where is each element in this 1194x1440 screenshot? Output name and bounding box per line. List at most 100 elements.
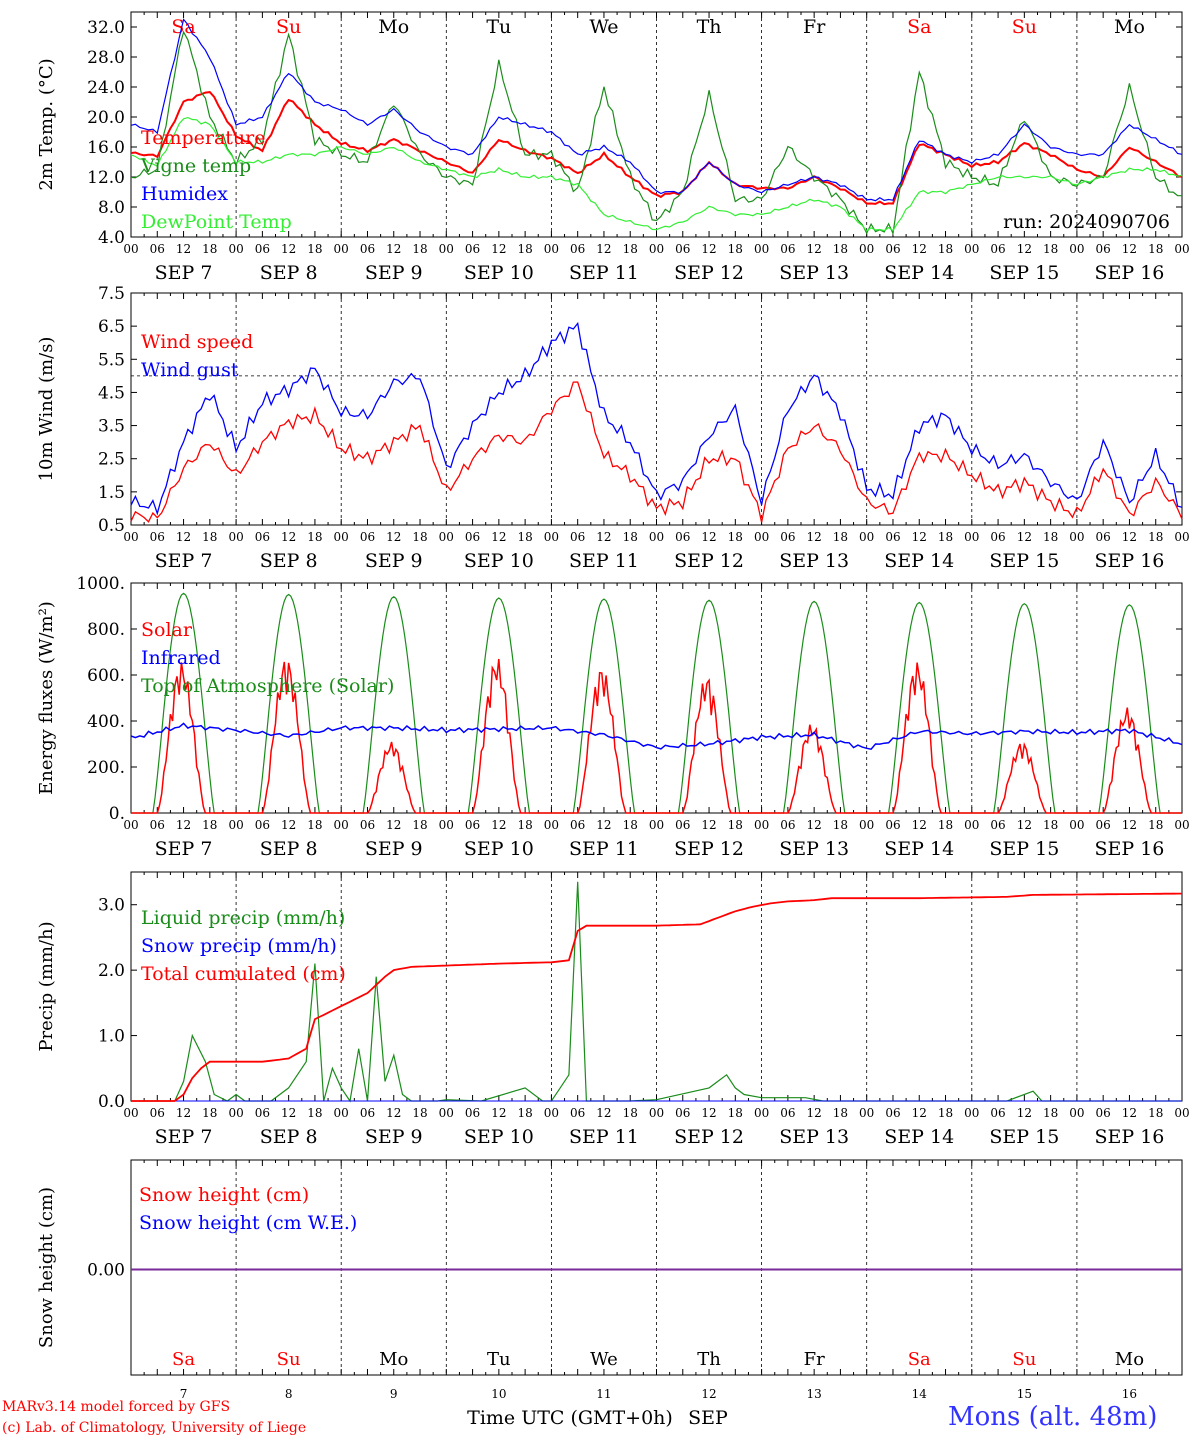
hour-tick-label: 12 (596, 818, 611, 832)
hour-tick-label: 18 (412, 1106, 427, 1120)
y-tick-label: 0.00 (87, 1261, 125, 1281)
hour-tick-label: 00 (334, 1106, 349, 1120)
hour-tick-label: 00 (1069, 242, 1084, 256)
hour-tick-label: 12 (1122, 242, 1137, 256)
hour-tick-label: 06 (360, 1106, 375, 1120)
y-tick-label: 7.5 (98, 284, 125, 304)
y-tick-label: 400. (87, 712, 125, 732)
panel-1: 00 06 12 18 SEP 7 00 06 12 18 SEP 8 00 06 12 18 SEP 9 0… (36, 11, 1190, 284)
hour-tick-label: 12 (596, 1106, 611, 1120)
hour-tick-label: 12 (912, 1106, 927, 1120)
hour-tick-label: 12 (491, 818, 506, 832)
series-line-total-cumulated (131, 892, 1182, 1102)
day-name: Su (276, 16, 301, 38)
hour-tick-label: 18 (202, 1106, 217, 1120)
y-tick-label: 0.5 (98, 516, 125, 536)
hour-tick-label: 06 (570, 530, 585, 544)
day-number: 8 (285, 1387, 293, 1401)
hour-tick-label: 18 (517, 530, 532, 544)
hour-tick-label: 00 (754, 1106, 769, 1120)
date-label: SEP 9 (365, 550, 423, 572)
y-tick-label: 0.0 (98, 1092, 125, 1112)
legend-entry: Solar (141, 619, 193, 641)
day-number: 14 (912, 1387, 928, 1401)
hour-tick-label: 06 (465, 530, 480, 544)
hour-tick-label: 18 (833, 242, 848, 256)
hour-tick-label: 18 (517, 818, 532, 832)
hour-tick-label: 12 (386, 242, 401, 256)
hour-tick-label: 12 (281, 242, 296, 256)
date-label: SEP 15 (989, 550, 1059, 572)
hour-tick-label: 06 (780, 818, 795, 832)
x-axis-month: SEP (688, 1407, 728, 1429)
hour-tick-label: 00 (754, 242, 769, 256)
day-number: 9 (390, 1387, 398, 1401)
lab-credit: (c) Lab. of Climatology, University of L… (2, 1420, 307, 1436)
hour-tick-label: 00 (544, 242, 559, 256)
hour-tick-label: 00 (649, 530, 664, 544)
day-name: Mo (379, 1349, 408, 1370)
date-label: SEP 8 (260, 550, 318, 572)
date-label: SEP 11 (569, 1126, 639, 1148)
hour-tick-label: 06 (570, 1106, 585, 1120)
hour-tick-label: 00 (544, 818, 559, 832)
hour-tick-label: 12 (1017, 1106, 1032, 1120)
hour-tick-label: 00 (1069, 530, 1084, 544)
hour-tick-label: 06 (675, 1106, 690, 1120)
hour-tick-label: 00 (334, 530, 349, 544)
run-label: run: 2024090706 (1003, 211, 1170, 233)
hour-tick-label: 00 (1174, 1106, 1189, 1120)
hour-tick-label: 06 (255, 242, 270, 256)
hour-tick-label: 12 (491, 242, 506, 256)
hour-tick-label: 06 (780, 242, 795, 256)
hour-tick-label: 12 (386, 530, 401, 544)
hour-tick-label: 00 (228, 530, 243, 544)
hour-tick-label: 00 (754, 818, 769, 832)
hour-tick-label: 06 (885, 530, 900, 544)
legend-entry: Snow precip (mm/h) (141, 935, 337, 957)
day-name: Th (697, 16, 722, 38)
hour-tick-label: 18 (1148, 818, 1163, 832)
series-line-solar (131, 658, 1182, 814)
hour-tick-label: 00 (1069, 1106, 1084, 1120)
hour-tick-label: 12 (176, 242, 191, 256)
hour-tick-label: 00 (439, 242, 454, 256)
date-label: SEP 8 (260, 1126, 318, 1148)
hour-tick-label: 00 (228, 818, 243, 832)
hour-tick-label: 18 (1043, 818, 1058, 832)
hour-tick-label: 00 (754, 530, 769, 544)
hour-tick-label: 12 (912, 242, 927, 256)
date-label: SEP 9 (365, 838, 423, 860)
day-name: Sa (908, 1349, 931, 1370)
hour-tick-label: 00 (964, 1106, 979, 1120)
hour-tick-label: 18 (623, 242, 638, 256)
hour-tick-label: 18 (1148, 1106, 1163, 1120)
model-credit: MARv3.14 model forced by GFS (2, 1399, 231, 1415)
hour-tick-label: 06 (675, 818, 690, 832)
day-name: Su (1012, 16, 1037, 38)
date-label: SEP 7 (155, 1126, 213, 1148)
hour-tick-label: 18 (412, 818, 427, 832)
date-label: SEP 15 (989, 1126, 1059, 1148)
hour-tick-label: 06 (465, 818, 480, 832)
date-label: SEP 14 (884, 550, 954, 572)
date-label: SEP 7 (155, 838, 213, 860)
hour-tick-label: 06 (150, 530, 165, 544)
date-label: SEP 10 (464, 838, 534, 860)
hour-tick-label: 06 (255, 530, 270, 544)
panel-4: 00 06 12 18 SEP 7 00 06 12 18 SEP 8 00 06 12 18 SEP 9 0… (36, 871, 1190, 1148)
hour-tick-label: 00 (859, 1106, 874, 1120)
day-name: Sa (171, 16, 195, 38)
day-number: 13 (807, 1387, 822, 1401)
y-axis-label: Precip (mm/h) (36, 921, 57, 1051)
hour-tick-label: 06 (360, 818, 375, 832)
hour-tick-label: 00 (439, 530, 454, 544)
series-line-vigne-temp (130, 30, 1183, 236)
day-name: We (590, 1349, 618, 1370)
hour-tick-label: 00 (228, 1106, 243, 1120)
hour-tick-label: 18 (728, 818, 743, 832)
date-label: SEP 12 (674, 550, 744, 572)
hour-tick-label: 12 (912, 530, 927, 544)
hour-tick-label: 12 (1017, 530, 1032, 544)
hour-tick-label: 06 (885, 242, 900, 256)
